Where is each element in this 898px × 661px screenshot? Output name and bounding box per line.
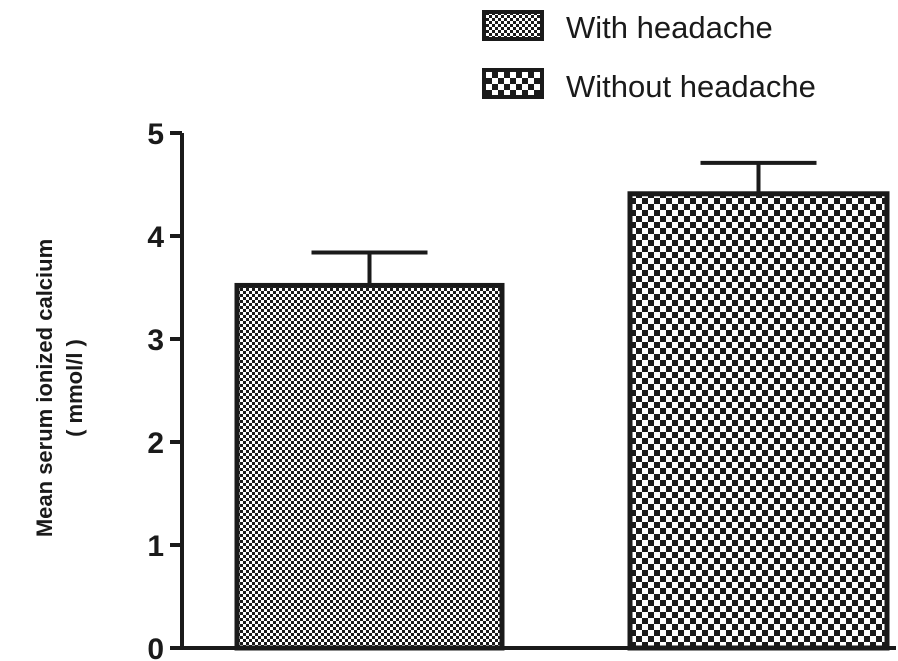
y-axis-ticks: 0 1 2 3 4 5 bbox=[147, 118, 182, 661]
y-tick-label-0: 0 bbox=[147, 633, 164, 661]
y-tick-label-2: 2 bbox=[147, 427, 164, 460]
bar-with-headache bbox=[234, 282, 505, 651]
y-axis-title: Mean serum ionized calcium ( mmol/l ) bbox=[32, 239, 87, 537]
y-tick-label-3: 3 bbox=[147, 324, 164, 357]
legend-label-with-headache: With headache bbox=[566, 10, 773, 45]
bar-without-headache bbox=[627, 191, 890, 651]
legend: With headache Without headache bbox=[482, 10, 816, 104]
bars bbox=[234, 160, 890, 651]
legend-swatch-without-headache bbox=[482, 68, 544, 99]
legend-label-without-headache: Without headache bbox=[566, 69, 816, 104]
legend-swatch-with-headache bbox=[482, 10, 544, 41]
legend-item-without-headache: Without headache bbox=[482, 68, 816, 104]
y-axis-title-main: Mean serum ionized calcium bbox=[32, 239, 57, 537]
y-tick-label-4: 4 bbox=[147, 221, 164, 254]
y-tick-label-5: 5 bbox=[147, 118, 164, 151]
y-axis-title-unit: ( mmol/l ) bbox=[62, 339, 87, 437]
y-tick-label-1: 1 bbox=[147, 530, 164, 563]
legend-item-with-headache: With headache bbox=[482, 10, 773, 45]
